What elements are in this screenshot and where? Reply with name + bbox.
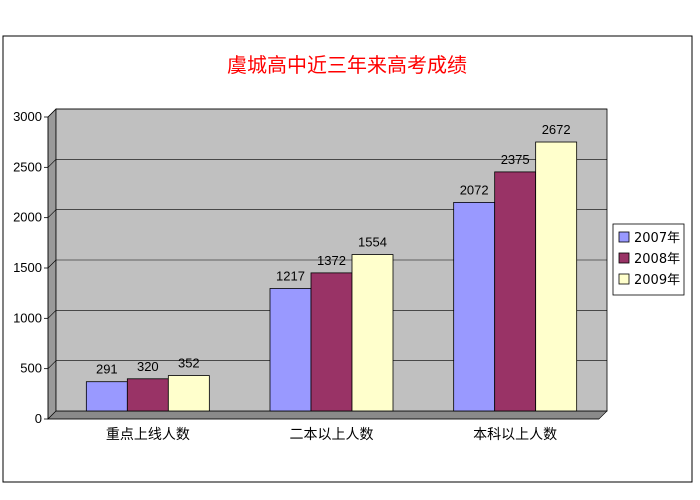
bar <box>126 378 169 412</box>
y-tick-label: 500 <box>20 361 42 376</box>
bar <box>535 141 578 412</box>
data-label: 2072 <box>460 182 489 197</box>
y-tick-label: 0 <box>35 411 42 426</box>
bar <box>269 288 312 412</box>
data-label: 352 <box>178 356 200 371</box>
bar <box>85 381 128 412</box>
data-label: 1217 <box>276 268 305 283</box>
legend: 2007年 2008年 2009年 <box>612 223 685 296</box>
bar <box>310 272 353 412</box>
data-label: 2672 <box>542 122 571 137</box>
gridline-diag <box>47 108 57 118</box>
y-tick-label: 1500 <box>13 260 42 275</box>
bar <box>494 171 537 412</box>
legend-swatch <box>618 231 630 243</box>
data-label: 1372 <box>317 253 346 268</box>
category-label: 重点上线人数 <box>106 427 190 443</box>
legend-label: 2009年 <box>634 273 680 288</box>
category-label: 本科以上人数 <box>473 427 557 443</box>
y-tick-label: 2000 <box>13 210 42 225</box>
y-tick-label: 1000 <box>13 310 42 325</box>
legend-label: 2007年 <box>634 231 680 246</box>
bar <box>453 202 496 412</box>
gridline-diag <box>47 310 57 319</box>
chart-title: 虞城高中近三年来高考成绩 <box>227 53 467 77</box>
gridline-diag <box>47 209 57 218</box>
data-label: 2375 <box>501 152 530 167</box>
y-tick-label: 2500 <box>13 159 42 174</box>
legend-swatch <box>618 252 630 264</box>
gridline-diag <box>47 159 57 168</box>
plot-area: 0 500 1000 1500 2000 2500 3000 291 320 352 重点上线人数 1… <box>13 108 608 443</box>
category-label: 二本以上人数 <box>290 427 374 443</box>
bar <box>351 254 394 412</box>
legend-label: 2008年 <box>634 252 680 267</box>
data-label: 320 <box>137 359 159 374</box>
y-tick-label: 3000 <box>13 109 42 124</box>
data-label: 1554 <box>358 235 387 250</box>
bar <box>167 375 210 412</box>
plot-floor <box>47 410 608 420</box>
legend-swatch <box>618 273 630 285</box>
gridline-diag <box>47 259 57 269</box>
gridline-diag <box>47 360 57 369</box>
data-label: 291 <box>96 362 118 377</box>
